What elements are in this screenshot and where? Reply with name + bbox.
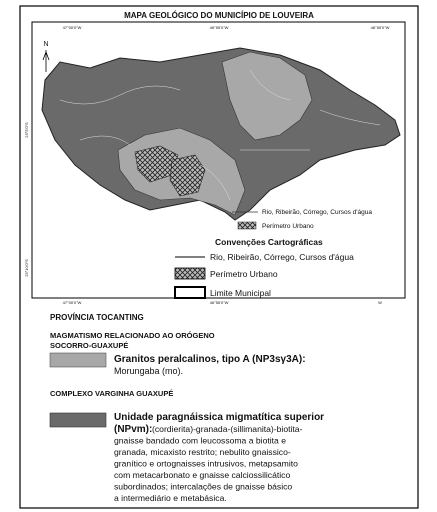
urban-symbol <box>174 267 206 280</box>
map-title: MAPA GEOLÓGICO DO MUNICÍPIO DE LOUVEIRA <box>124 11 314 20</box>
unit-description: (cordierita)-granada-(sillimanita)-bioti… <box>114 424 303 503</box>
unit-desc-line: (cordierita)-granada-(sillimanita)-bioti… <box>152 424 303 434</box>
granite-swatch <box>49 352 107 368</box>
boundary-symbol <box>174 286 206 299</box>
inset-legend-text: Rio, Ribeirão, Córrego, Cursos d'água <box>262 209 372 216</box>
unit-desc-line: subordinados; intercalações de gnaisse b… <box>114 482 292 492</box>
unit-desc: Morungaba (mo). <box>114 366 183 376</box>
inset-legend-text: Perímetro Urbano <box>262 223 314 230</box>
unit-desc-line: com metacarbonato e gnaisse calciossilic… <box>114 470 290 480</box>
convention-item: Limite Municipal <box>210 288 271 298</box>
province-title: PROVÍNCIA TOCANTING <box>50 313 144 322</box>
unit-desc-line: granítico e ortognaisses intrusivos, met… <box>114 459 298 469</box>
unit-desc-line: a intermediário e metabásica. <box>114 493 227 503</box>
coord-label: 23°10'0"S <box>24 259 29 277</box>
group-title: MAGMATISMO RELACIONADO AO ORÓGENO <box>50 331 215 340</box>
urban-symbol <box>237 221 257 230</box>
coord-label: 47°00'0"W <box>63 300 82 305</box>
north-arrow: N <box>42 41 50 72</box>
conventions-title: Convenções Cartográficas <box>215 237 323 247</box>
unit-desc-line: gnaisse bandado com leucossoma a biotita… <box>114 436 286 446</box>
granite-area <box>221 51 313 141</box>
unit-name: (NPvm): <box>114 424 152 435</box>
paragneiss-swatch <box>49 412 107 428</box>
coord-label: 46°50'0"W <box>371 25 390 30</box>
group-title: SOCORRO-GUAXUPÉ <box>50 341 128 350</box>
north-label: N <box>43 41 48 48</box>
unit-name: Granitos peralcalinos, tipo A (NP3sγ3A): <box>114 354 306 365</box>
urban-perimeter <box>169 154 206 197</box>
rivers <box>59 69 381 201</box>
convention-item: Perímetro Urbano <box>210 269 278 279</box>
coord-label: 46°55'0"W <box>210 300 229 305</box>
unit-name: Unidade paragnáissica migmatítica superi… <box>114 412 324 423</box>
unit-desc-line: granada, micaxisto restrito; nebulito gn… <box>114 447 291 457</box>
convention-item: Rio, Ribeirão, Córrego, Cursos d'água <box>210 252 354 262</box>
coord-label: W <box>378 300 382 305</box>
group-title: COMPLEXO VARGINHA GUAXUPÉ <box>50 389 173 398</box>
coord-label: 47°00'0"W <box>63 25 82 30</box>
coord-label: 46°55'0"W <box>210 25 229 30</box>
coord-label: 23°5'0"S <box>24 122 29 138</box>
